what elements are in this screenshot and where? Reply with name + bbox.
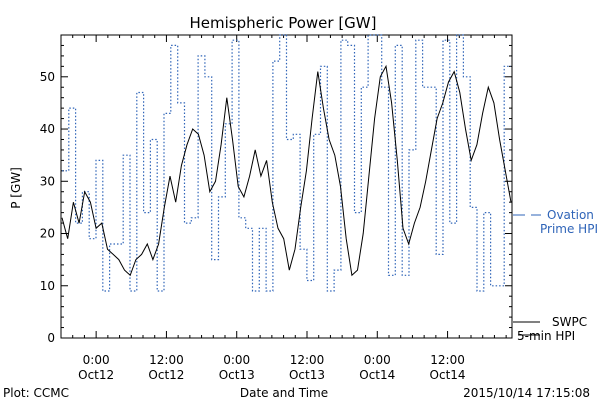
x-tick-label-date: Oct13 [289,368,325,382]
x-tick-label-time: 12:00 [149,353,184,367]
x-tick-label-time: 12:00 [430,353,465,367]
x-axis-ticks: 0:00Oct1212:00Oct120:00Oct1312:00Oct130:… [61,35,506,382]
y-tick-label: 40 [40,122,55,136]
y-axis-label: P [GW] [9,167,23,209]
x-tick-label-date: Oct12 [148,368,184,382]
plot-credit: Plot: CCMC [3,386,69,400]
x-tick-label-time: 0:00 [364,353,391,367]
y-tick-label: 50 [40,70,55,84]
y-axis-ticks: 0 10 20 30 40 50 [40,35,512,345]
legend-ovation-label-1: Ovation [547,208,594,222]
chart-title: Hemispheric Power [GW] [190,14,377,32]
x-axis-label: Date and Time [240,386,328,400]
y-tick-label: 20 [40,227,55,241]
x-tick-label-date: Oct13 [219,368,255,382]
plot-timestamp: 2015/10/14 17:15:08 [463,386,590,400]
legend-ovation-label-2: Prime HPI [540,222,598,236]
x-tick-label-date: Oct14 [430,368,466,382]
x-tick-label-date: Oct12 [78,368,114,382]
x-tick-label-time: 0:00 [83,353,110,367]
y-tick-label: 10 [40,279,55,293]
hemispheric-power-chart: Hemispheric Power [GW] P [GW] 0 10 20 30 40 5… [0,0,600,400]
y-tick-label: 30 [40,174,55,188]
legend-swpc-label-1: SWPC [552,315,587,329]
series-swpc-hpi [62,66,511,275]
x-tick-label-date: Oct14 [359,368,395,382]
swpc-line [62,66,511,275]
x-tick-label-time: 12:00 [290,353,325,367]
x-tick-label-time: 0:00 [223,353,250,367]
legend-swpc-label-2: 5-min HPI [517,329,575,343]
y-tick-label: 0 [47,331,55,345]
